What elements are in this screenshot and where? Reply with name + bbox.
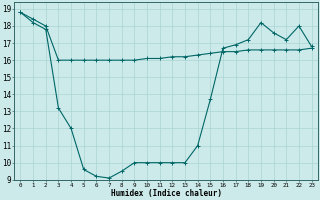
X-axis label: Humidex (Indice chaleur): Humidex (Indice chaleur) (110, 189, 221, 198)
